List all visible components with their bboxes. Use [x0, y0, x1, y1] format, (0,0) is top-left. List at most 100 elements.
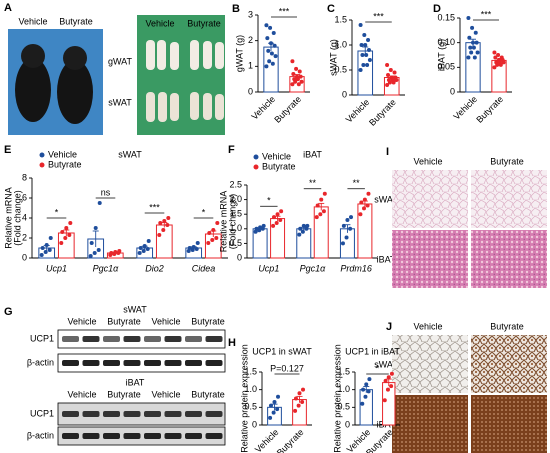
data-point — [470, 25, 475, 30]
tissue — [146, 92, 155, 122]
x-tick-label: Butyrate — [474, 94, 505, 125]
x-tick-label: Butyrate — [367, 97, 398, 128]
chart-title: UCP1 in sWAT — [252, 346, 312, 356]
data-point — [146, 239, 151, 243]
blot-band — [82, 360, 100, 366]
y-tick-label: 0 — [252, 419, 257, 429]
y-axis-label: Relative mRNA — [218, 191, 228, 253]
data-point — [493, 55, 498, 60]
data-point — [358, 212, 363, 217]
data-point — [295, 77, 300, 82]
y-tick-label: 1.5 — [229, 209, 242, 219]
data-point — [275, 407, 280, 412]
photo-strip — [8, 15, 103, 29]
blot-band — [164, 360, 182, 366]
data-point — [272, 43, 277, 48]
significance: P=0.127 — [270, 363, 304, 373]
panel-label: D — [433, 3, 441, 15]
data-point — [291, 72, 296, 77]
y-tick-label: 1.0 — [337, 384, 350, 394]
data-point — [297, 232, 302, 237]
label: gWAT — [108, 56, 133, 66]
y-tick-label: 0 — [342, 89, 347, 99]
tissue — [146, 40, 155, 70]
significance: * — [376, 363, 380, 373]
chart-title: UCP1 in iBAT — [345, 346, 400, 356]
data-point — [290, 82, 295, 87]
blot-band — [144, 411, 161, 417]
data-point — [340, 241, 345, 246]
x-tick-label: Butyrate — [272, 94, 303, 125]
data-point — [389, 371, 394, 376]
panel-label: H — [228, 337, 236, 349]
micrograph — [392, 230, 468, 288]
data-point — [391, 80, 396, 85]
data-point — [360, 53, 365, 57]
data-point — [364, 382, 369, 387]
data-point — [293, 396, 298, 401]
y-tick-label: 0 — [22, 252, 27, 262]
tissue — [158, 92, 167, 122]
data-point — [265, 36, 270, 41]
data-point — [300, 229, 305, 234]
data-point — [360, 401, 365, 406]
data-point — [495, 62, 500, 67]
tissue — [170, 42, 179, 70]
data-point — [385, 387, 390, 392]
y-tick-label: 0.5 — [229, 238, 242, 248]
y-axis-label: Relative mRNA — [3, 187, 13, 249]
data-point — [294, 66, 299, 71]
bar — [465, 42, 481, 93]
blot-band — [103, 360, 120, 366]
mouse — [15, 58, 51, 122]
data-point — [267, 59, 272, 64]
blot-band — [185, 360, 202, 366]
significance: * — [55, 207, 59, 217]
data-point — [296, 403, 301, 408]
data-point — [89, 241, 94, 245]
data-point — [261, 223, 266, 228]
tissue — [203, 93, 212, 120]
x-tick-label: Ucp1 — [258, 263, 279, 273]
data-point — [145, 247, 150, 251]
blot-row-label: UCP1 — [30, 333, 54, 343]
x-tick-label: Butyrate — [275, 427, 306, 453]
legend-marker — [39, 162, 45, 168]
data-point — [141, 249, 146, 253]
data-point — [362, 197, 367, 202]
data-point — [293, 79, 298, 84]
data-point — [358, 23, 363, 27]
data-point — [348, 226, 353, 231]
data-point — [365, 63, 370, 67]
data-point — [270, 61, 275, 66]
data-point — [93, 226, 98, 230]
panel-label: F — [228, 144, 235, 156]
y-tick-label: 3 — [248, 9, 253, 19]
y-tick-label: 1.5 — [337, 366, 350, 376]
row-label: iBAT — [377, 254, 396, 264]
legend-marker — [253, 164, 259, 170]
y-tick-label: 1.5 — [244, 366, 257, 376]
y-axis-label: Relative protein expression — [239, 344, 249, 453]
panel-label: E — [4, 144, 11, 156]
data-point — [367, 58, 372, 62]
data-point — [109, 251, 114, 255]
chart-title: iBAT — [303, 149, 322, 159]
blot-box — [57, 402, 226, 426]
y-tick-label: 0 — [345, 419, 350, 429]
label: Vehicle — [18, 16, 47, 26]
blot-band — [123, 411, 141, 417]
blot-band — [103, 411, 120, 417]
legend-label: Vehicle — [262, 151, 291, 161]
blot-band — [205, 336, 223, 342]
data-point — [266, 48, 271, 53]
label: iBAT — [126, 377, 145, 387]
data-point — [278, 218, 283, 223]
data-point — [296, 82, 301, 87]
mouse-head — [21, 44, 45, 68]
data-point — [268, 403, 273, 408]
significance: ** — [353, 178, 361, 188]
y-tick-label: 0.5 — [244, 402, 257, 412]
label: Butyrate — [490, 321, 524, 331]
data-point — [64, 226, 69, 230]
